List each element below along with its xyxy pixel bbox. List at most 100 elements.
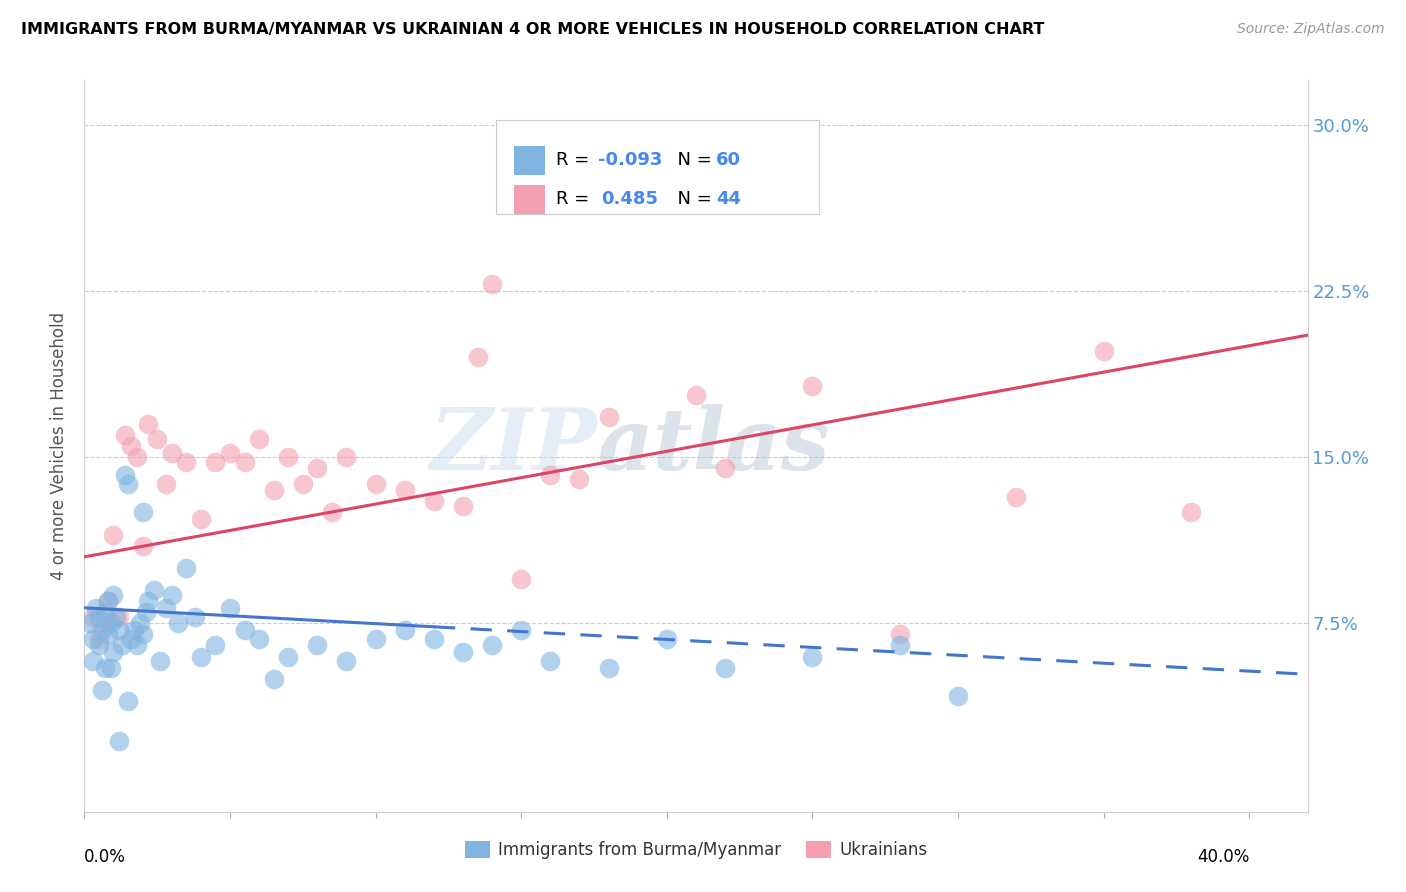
- Point: [120, 632, 142, 646]
- Point: [394, 623, 416, 637]
- Point: [143, 583, 166, 598]
- Point: [481, 277, 503, 292]
- Text: atlas: atlas: [598, 404, 831, 488]
- Point: [714, 461, 737, 475]
- Point: [538, 654, 561, 668]
- Point: [174, 454, 197, 468]
- Point: [131, 627, 153, 641]
- Point: [125, 450, 148, 464]
- Point: [105, 609, 128, 624]
- Point: [108, 609, 131, 624]
- Point: [155, 600, 177, 615]
- Point: [364, 632, 387, 646]
- Point: [307, 639, 329, 653]
- Point: [90, 623, 112, 637]
- Text: R =: R =: [557, 152, 595, 169]
- Point: [394, 483, 416, 498]
- Point: [93, 605, 115, 619]
- Point: [117, 694, 139, 708]
- Point: [1005, 490, 1028, 504]
- Point: [190, 649, 212, 664]
- Text: 60: 60: [717, 152, 741, 169]
- Point: [174, 561, 197, 575]
- Point: [277, 649, 299, 664]
- Point: [128, 616, 150, 631]
- Point: [364, 476, 387, 491]
- Point: [538, 467, 561, 482]
- Point: [120, 439, 142, 453]
- Point: [166, 616, 188, 631]
- Point: [510, 572, 533, 586]
- Point: [263, 672, 285, 686]
- Point: [93, 616, 115, 631]
- Point: [801, 379, 824, 393]
- Point: [655, 184, 678, 198]
- Point: [204, 639, 226, 653]
- Point: [97, 594, 120, 608]
- Point: [111, 639, 134, 653]
- Point: [160, 445, 183, 459]
- Point: [82, 632, 104, 646]
- Point: [510, 623, 533, 637]
- Text: 0.0%: 0.0%: [84, 848, 127, 866]
- Point: [233, 623, 256, 637]
- Legend: Immigrants from Burma/Myanmar, Ukrainians: Immigrants from Burma/Myanmar, Ukrainian…: [458, 834, 934, 865]
- Point: [467, 351, 489, 365]
- Point: [149, 654, 172, 668]
- Text: -0.093: -0.093: [599, 152, 662, 169]
- Point: [247, 632, 270, 646]
- Point: [87, 632, 110, 646]
- Point: [451, 645, 474, 659]
- Point: [87, 609, 110, 624]
- Point: [451, 499, 474, 513]
- Point: [1180, 506, 1202, 520]
- Text: 0.485: 0.485: [602, 191, 658, 209]
- Text: ZIP: ZIP: [430, 404, 598, 488]
- Point: [97, 594, 120, 608]
- Point: [247, 433, 270, 447]
- Point: [291, 476, 314, 491]
- Point: [122, 623, 145, 637]
- Point: [103, 645, 125, 659]
- Point: [219, 445, 242, 459]
- Point: [90, 682, 112, 697]
- Point: [335, 654, 357, 668]
- Point: [82, 654, 104, 668]
- Y-axis label: 4 or more Vehicles in Household: 4 or more Vehicles in Household: [51, 312, 69, 580]
- Point: [103, 527, 125, 541]
- Point: [100, 660, 122, 674]
- Point: [307, 461, 329, 475]
- Text: Source: ZipAtlas.com: Source: ZipAtlas.com: [1237, 22, 1385, 37]
- Point: [108, 733, 131, 747]
- Point: [1092, 343, 1115, 358]
- Text: N =: N =: [666, 191, 717, 209]
- Text: IMMIGRANTS FROM BURMA/MYANMAR VS UKRAINIAN 4 OR MORE VEHICLES IN HOUSEHOLD CORRE: IMMIGRANTS FROM BURMA/MYANMAR VS UKRAINI…: [21, 22, 1045, 37]
- Point: [131, 539, 153, 553]
- Point: [219, 600, 242, 615]
- Point: [481, 639, 503, 653]
- Point: [190, 512, 212, 526]
- Point: [146, 433, 169, 447]
- Point: [117, 476, 139, 491]
- Point: [84, 600, 107, 615]
- Point: [79, 616, 101, 631]
- Point: [184, 609, 207, 624]
- Point: [103, 587, 125, 601]
- Point: [100, 616, 122, 631]
- Point: [423, 494, 446, 508]
- Point: [801, 649, 824, 664]
- Point: [131, 506, 153, 520]
- Text: N =: N =: [666, 152, 717, 169]
- Point: [598, 410, 620, 425]
- Point: [93, 660, 115, 674]
- Point: [568, 472, 591, 486]
- Point: [155, 476, 177, 491]
- Point: [135, 605, 157, 619]
- Point: [160, 587, 183, 601]
- Point: [114, 467, 136, 482]
- Point: [82, 609, 104, 624]
- Text: 44: 44: [717, 191, 741, 209]
- Point: [685, 388, 707, 402]
- Point: [114, 428, 136, 442]
- Point: [714, 660, 737, 674]
